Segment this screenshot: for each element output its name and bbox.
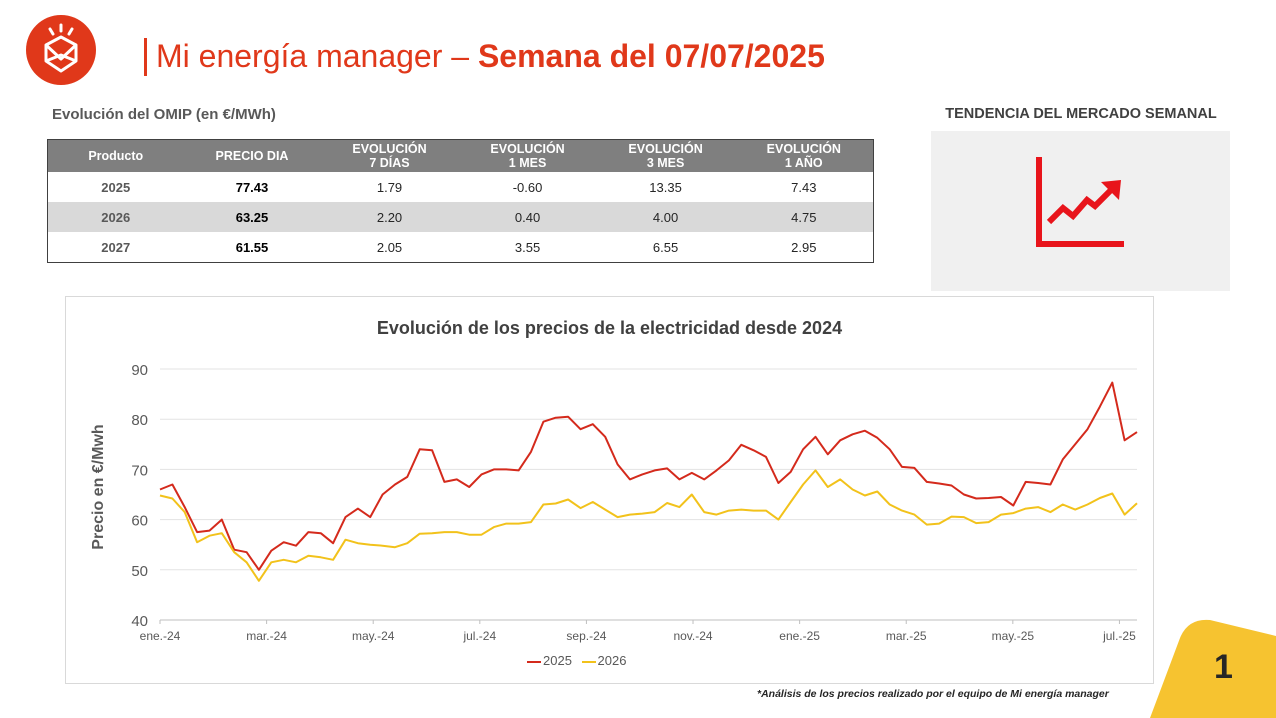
cell-3month: 6.55 xyxy=(652,239,679,255)
x-tick-label: may.-25 xyxy=(992,629,1035,643)
y-tick-label: 90 xyxy=(131,362,148,379)
brand-logo xyxy=(26,15,96,85)
trend-heading: TENDENCIA DEL MERCADO SEMANAL xyxy=(945,106,1217,122)
x-tick-label: ene.-25 xyxy=(779,629,820,643)
footnote: *Análisis de los precios realizado por e… xyxy=(757,688,1109,700)
cell-1year: 7.43 xyxy=(791,179,817,195)
chart-legend: 2025 2026 xyxy=(527,653,632,668)
series-line-2026 xyxy=(159,469,1138,582)
legend-item-2025: 2025 xyxy=(527,653,572,668)
table-row: 2027 61.55 2.05 3.55 6.55 2.95 xyxy=(48,232,874,263)
header-price: PRECIO DIA xyxy=(183,139,321,172)
x-tick-label: mar.-25 xyxy=(886,629,927,643)
table-row: 2025 77.43 1.79 -0.60 13.35 7.43 xyxy=(48,172,874,202)
header-1year: EVOLUCIÓN 1 AÑO xyxy=(734,139,874,172)
legend-swatch xyxy=(581,660,596,663)
x-tick-label: sep.-24 xyxy=(566,629,606,643)
series-line-2025 xyxy=(159,381,1138,571)
omip-heading: Evolución del OMIP (en €/MWh) xyxy=(52,106,276,123)
trend-panel xyxy=(931,131,1230,291)
title-divider xyxy=(144,38,147,76)
x-tick-label: ene.-24 xyxy=(140,629,181,643)
header-product: Producto xyxy=(47,139,184,172)
x-tick-label: may.-24 xyxy=(352,629,395,643)
y-tick-label: 60 xyxy=(131,513,148,530)
cell-product: 2027 xyxy=(101,239,131,255)
corner-decoration xyxy=(1150,619,1276,718)
cell-3month: 4.00 xyxy=(596,202,735,232)
chart-title: Evolución de los precios de la electrici… xyxy=(376,318,843,338)
table-row: 2026 63.25 2.20 0.40 4.00 4.75 xyxy=(47,202,874,232)
x-tick-label: nov.-24 xyxy=(673,629,712,643)
cell-7days: 2.05 xyxy=(376,239,403,255)
title-separator: – xyxy=(442,38,478,74)
header-1month: EVOLUCIÓN 1 MES xyxy=(458,139,597,172)
legend-item-2026: 2026 xyxy=(581,653,626,668)
cell-3month: 13.35 xyxy=(649,179,682,195)
header-7days: EVOLUCIÓN 7 DÍAS xyxy=(320,139,459,172)
cell-7days: 1.79 xyxy=(376,179,403,195)
x-tick-label: jul.-24 xyxy=(462,629,496,643)
chart-frame: Evolución de los precios de la electrici… xyxy=(65,296,1154,684)
cell-1month: -0.60 xyxy=(512,179,543,195)
x-tick-label: mar.-24 xyxy=(246,629,287,643)
omip-header-row: Producto PRECIO DIA EVOLUCIÓN 7 DÍAS EVOL… xyxy=(47,139,874,172)
title-week: Semana del 07/07/2025 xyxy=(477,38,825,74)
cell-1month: 3.55 xyxy=(514,239,541,255)
cell-price: 63.25 xyxy=(183,202,321,232)
omip-table: Producto PRECIO DIA EVOLUCIÓN 7 DÍAS EVOL… xyxy=(47,139,874,263)
trend-up-icon xyxy=(1036,157,1124,247)
cell-price: 77.43 xyxy=(235,179,269,195)
cell-1year: 2.95 xyxy=(791,239,817,255)
x-tick-label: jul.-25 xyxy=(1102,629,1136,643)
legend-swatch xyxy=(527,660,541,663)
y-tick-label: 40 xyxy=(131,613,148,630)
cell-7days: 2.20 xyxy=(320,202,459,232)
cell-price: 61.55 xyxy=(235,239,269,255)
y-tick-label: 80 xyxy=(131,412,148,429)
cell-product: 2025 xyxy=(101,179,131,195)
cell-1year: 4.75 xyxy=(734,202,874,232)
header-3month: EVOLUCIÓN 3 MES xyxy=(596,139,735,172)
y-tick-label: 50 xyxy=(131,563,148,580)
cell-1month: 0.40 xyxy=(458,202,597,232)
cell-product: 2026 xyxy=(47,202,184,232)
page-number: 1 xyxy=(1214,648,1233,686)
y-tick-label: 70 xyxy=(131,462,148,479)
page-title: Mi energía manager – Semana del 07/07/20… xyxy=(156,36,825,76)
title-brand: Mi energía manager xyxy=(156,38,443,74)
envelope-icon xyxy=(44,23,78,73)
